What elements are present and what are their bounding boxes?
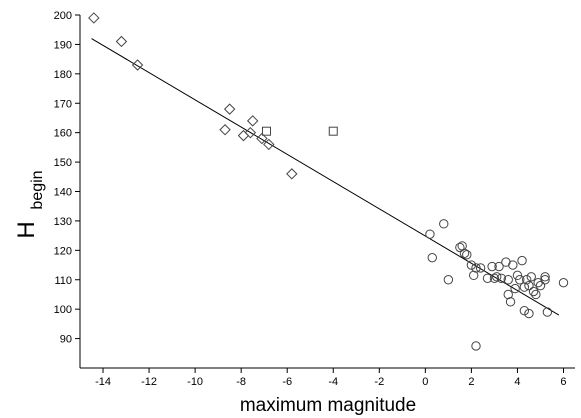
circle-point xyxy=(526,272,536,282)
x-tick-label: -8 xyxy=(236,376,246,388)
circle-point xyxy=(512,270,523,281)
x-tick-label: 6 xyxy=(560,376,566,388)
circle-point xyxy=(540,275,550,285)
circle-point xyxy=(535,280,546,291)
regression-line xyxy=(91,38,560,316)
circle-point xyxy=(475,263,486,273)
circle-point xyxy=(427,252,437,263)
circle-point xyxy=(443,275,454,285)
circle-point xyxy=(471,263,481,273)
circle-point xyxy=(521,275,532,285)
y-tick-label: 160 xyxy=(54,128,72,140)
circle-point xyxy=(542,307,553,317)
circle-point xyxy=(510,283,520,294)
diamond-point xyxy=(263,138,275,151)
y-tick-label: 190 xyxy=(54,39,72,51)
y-tick-label: 140 xyxy=(54,187,72,199)
circle-point xyxy=(524,280,534,291)
diamond-point xyxy=(131,59,144,71)
circle-point xyxy=(492,272,502,282)
circle-point xyxy=(482,273,493,283)
circle-point xyxy=(517,255,527,266)
x-tick-label: 4 xyxy=(514,376,520,388)
x-tick-label: 2 xyxy=(468,376,474,388)
y-axis-label-subscript: begin xyxy=(29,170,46,209)
x-tick-label: -12 xyxy=(141,376,157,388)
circle-point xyxy=(524,308,534,319)
diamond-point xyxy=(246,115,259,127)
circle-point xyxy=(515,275,525,285)
circle-point xyxy=(455,242,465,253)
diamond-point xyxy=(219,124,231,136)
y-tick-label: 200 xyxy=(54,10,72,22)
x-tick-label: -10 xyxy=(187,376,203,388)
y-axis-label: H begin xyxy=(13,170,46,238)
y-axis-ticks: 90 100 110 120 130 140 150 160 170 180 190 200 xyxy=(54,10,80,346)
data-points xyxy=(88,12,569,351)
circle-point xyxy=(439,219,449,229)
diamond-point xyxy=(88,12,100,24)
circle-point xyxy=(466,260,477,270)
y-tick-label: 130 xyxy=(54,216,72,228)
circle-point xyxy=(531,289,541,300)
circle-point xyxy=(519,305,530,316)
circle-point xyxy=(425,229,435,239)
circle-point xyxy=(459,248,470,258)
circle-point xyxy=(503,275,513,285)
circle-point xyxy=(508,260,518,270)
diamond-point xyxy=(237,129,250,142)
diamond-point xyxy=(286,168,298,180)
x-tick-label: -14 xyxy=(95,376,111,388)
x-axis-label: maximum magnitude xyxy=(240,395,416,416)
y-tick-label: 120 xyxy=(54,245,72,257)
x-tick-label: -4 xyxy=(328,376,338,388)
diamond-point xyxy=(244,126,257,139)
circle-point xyxy=(558,277,569,288)
y-tick-label: 100 xyxy=(54,304,72,316)
circle-point xyxy=(494,261,504,272)
diamond-point xyxy=(115,35,128,48)
x-tick-label: -6 xyxy=(282,376,292,388)
circle-point xyxy=(496,273,507,283)
y-tick-label: 150 xyxy=(54,157,72,169)
y-tick-label: 110 xyxy=(54,275,72,287)
y-tick-label: 90 xyxy=(60,334,72,346)
circle-point xyxy=(528,286,539,297)
circle-point xyxy=(487,261,497,272)
x-axis-ticks: -14 -12 -10 -8 -6 -4 -2 0 2 4 6 xyxy=(95,368,567,388)
circle-point xyxy=(505,297,516,307)
circle-point xyxy=(471,341,481,351)
x-tick-label: 0 xyxy=(422,376,428,388)
diamond-point xyxy=(256,132,268,145)
y-tick-label: 180 xyxy=(54,69,72,81)
square-point xyxy=(328,126,338,136)
x-tick-label: -2 xyxy=(374,376,384,388)
circle-point xyxy=(489,273,500,283)
diamond-point xyxy=(223,103,236,115)
y-axis-label-main: H xyxy=(13,221,40,238)
square-point xyxy=(261,126,271,136)
circle-point xyxy=(462,250,472,260)
y-tick-label: 170 xyxy=(54,98,72,110)
circle-point xyxy=(540,272,550,282)
